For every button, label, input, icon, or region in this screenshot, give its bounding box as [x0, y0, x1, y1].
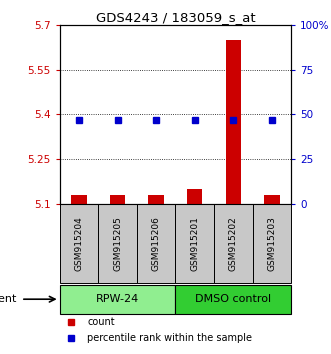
- Text: GSM915202: GSM915202: [229, 216, 238, 271]
- Bar: [148, 195, 164, 204]
- Bar: [264, 195, 280, 204]
- FancyBboxPatch shape: [98, 204, 137, 283]
- Text: RPW-24: RPW-24: [96, 294, 139, 304]
- FancyBboxPatch shape: [175, 285, 291, 314]
- Text: agent: agent: [0, 294, 17, 304]
- FancyBboxPatch shape: [175, 204, 214, 283]
- FancyBboxPatch shape: [253, 204, 291, 283]
- Text: GSM915205: GSM915205: [113, 216, 122, 271]
- Title: GDS4243 / 183059_s_at: GDS4243 / 183059_s_at: [96, 11, 255, 24]
- Text: DMSO control: DMSO control: [195, 294, 271, 304]
- Text: GSM915203: GSM915203: [267, 216, 276, 271]
- FancyBboxPatch shape: [60, 285, 175, 314]
- Text: count: count: [87, 317, 115, 327]
- Bar: [187, 189, 203, 204]
- Bar: [110, 195, 125, 204]
- Bar: [71, 195, 87, 204]
- FancyBboxPatch shape: [214, 204, 253, 283]
- Bar: [226, 40, 241, 204]
- Text: GSM915201: GSM915201: [190, 216, 199, 271]
- Text: percentile rank within the sample: percentile rank within the sample: [87, 333, 252, 343]
- FancyBboxPatch shape: [60, 204, 98, 283]
- Text: GSM915206: GSM915206: [152, 216, 161, 271]
- FancyBboxPatch shape: [137, 204, 175, 283]
- Text: GSM915204: GSM915204: [74, 216, 83, 271]
